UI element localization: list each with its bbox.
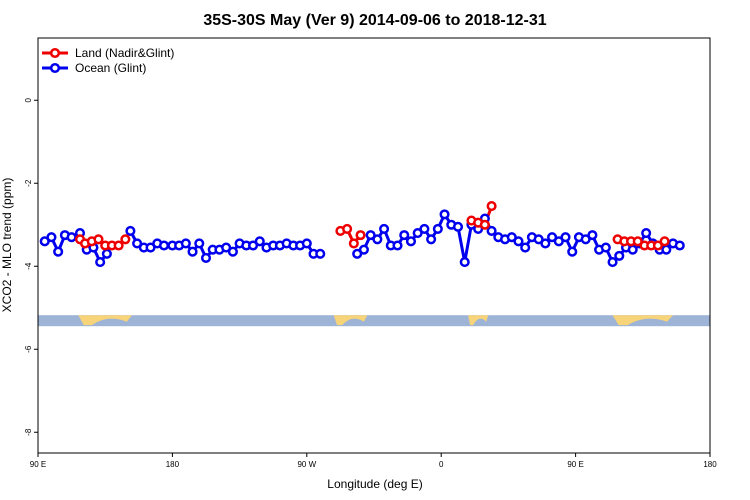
x-axis: 90 E 180 90 W 0 90 E 180: [30, 453, 717, 469]
y-axis: 0 -2 -4 -6 -8: [24, 97, 38, 436]
data-point: [254, 236, 265, 247]
data-point: [158, 240, 170, 251]
land-segment: [333, 315, 368, 326]
land-ocean-strip: [38, 315, 710, 327]
data-point: [392, 240, 403, 251]
data-point: [674, 240, 685, 251]
data-point: [93, 234, 104, 245]
legend-label: Land (Nadir&Glint): [75, 46, 174, 60]
data-point: [547, 232, 558, 243]
x-tick-label: 180: [703, 460, 717, 469]
data-point: [614, 250, 625, 261]
data-point: [432, 223, 443, 234]
data-point: [506, 232, 517, 243]
data-point: [53, 246, 64, 257]
data-point: [486, 225, 497, 237]
data-point: [560, 232, 571, 243]
data-point: [145, 242, 156, 253]
data-point: [46, 232, 57, 243]
legend-marker: [49, 62, 61, 74]
data-point: [187, 246, 198, 257]
data-point: [426, 234, 437, 245]
data-point: [352, 248, 363, 259]
x-tick-label: 90 E: [30, 460, 46, 469]
data-point: [419, 223, 430, 234]
data-point: [412, 228, 423, 239]
data-point: [540, 238, 551, 249]
data-point: [479, 219, 490, 230]
data-point: [452, 221, 464, 232]
x-axis-label: Longitude (deg E): [327, 477, 422, 491]
x-tick-label: 90 E: [567, 460, 583, 469]
data-point: [247, 240, 259, 251]
data-point: [607, 257, 618, 268]
ocean-strip: [38, 315, 710, 327]
data-point: [365, 230, 376, 241]
series-layer: [39, 201, 685, 268]
data-point: [567, 246, 578, 257]
data-point: [355, 230, 366, 241]
data-point: [439, 209, 450, 220]
y-tick-label: 0: [24, 97, 33, 102]
data-point: [120, 234, 131, 245]
legend-marker: [49, 47, 61, 59]
x-tick-label: 180: [166, 460, 180, 469]
plot-frame: [37, 37, 711, 454]
y-tick-label: -2: [24, 179, 33, 187]
data-point: [486, 201, 497, 212]
data-point: [627, 244, 638, 255]
data-point: [301, 238, 312, 249]
land-segment: [468, 315, 489, 326]
data-point: [553, 236, 564, 247]
data-point: [132, 238, 143, 249]
land-segment: [612, 315, 674, 326]
data-point: [379, 223, 390, 234]
land-segment: [78, 315, 133, 326]
data-point: [180, 238, 191, 249]
y-tick-label: -8: [24, 428, 33, 436]
data-point: [652, 240, 663, 251]
data-point: [315, 248, 326, 259]
y-tick-label: -4: [24, 262, 33, 270]
data-point: [600, 242, 611, 253]
y-axis-label: XCO2 - MLO trend (ppm): [0, 178, 14, 313]
data-point: [533, 234, 544, 245]
legend-label: Ocean (Glint): [75, 61, 146, 75]
data-point: [358, 244, 369, 255]
data-point: [405, 236, 417, 247]
y-tick-label: -6: [24, 345, 33, 353]
data-point: [348, 238, 359, 249]
data-point: [113, 240, 124, 251]
data-point: [342, 223, 353, 234]
data-point: [641, 228, 652, 239]
data-point: [101, 248, 112, 259]
data-point: [399, 230, 410, 241]
data-point: [200, 252, 212, 264]
data-point: [520, 242, 531, 253]
data-point: [459, 257, 470, 268]
chart-title: 35S-30S May (Ver 9) 2014-09-06 to 2018-1…: [203, 12, 546, 29]
data-point: [372, 234, 383, 245]
data-point: [39, 236, 50, 247]
data-point: [659, 236, 670, 247]
data-point: [587, 230, 598, 241]
data-point: [194, 238, 205, 249]
data-point: [221, 242, 232, 253]
legend: Land (Nadir&Glint)Ocean (Glint): [42, 46, 174, 75]
data-point: [632, 236, 643, 247]
data-point: [661, 244, 672, 255]
data-point: [125, 225, 136, 237]
data-point: [580, 234, 591, 245]
x-tick-label: 90 W: [297, 460, 316, 469]
x-tick-label: 0: [439, 460, 444, 469]
data-point: [66, 232, 77, 243]
data-point: [95, 257, 106, 268]
data-point: [513, 236, 524, 247]
data-point: [227, 246, 238, 257]
